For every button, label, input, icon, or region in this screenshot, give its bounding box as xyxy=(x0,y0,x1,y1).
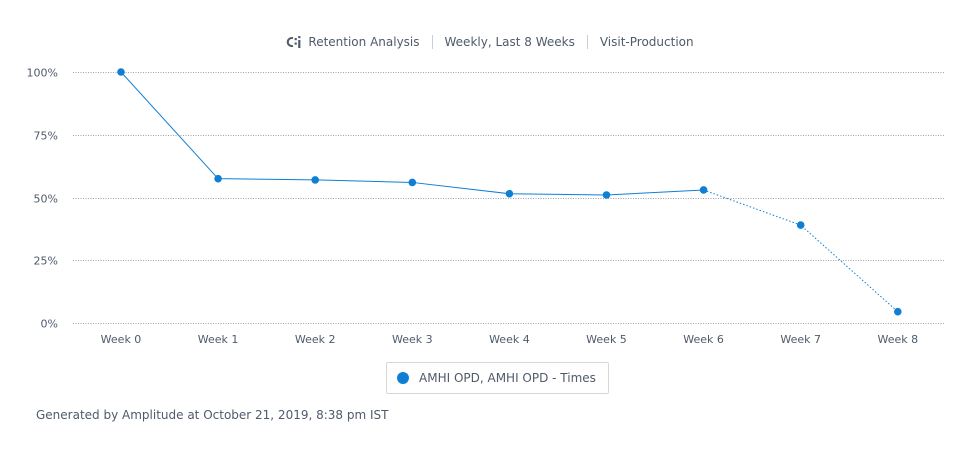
data-point-week-4 xyxy=(505,189,514,198)
x-tick-label: Week 4 xyxy=(489,333,530,346)
header-divider xyxy=(586,35,588,49)
chart-type-segment: Retention Analysis xyxy=(274,34,431,50)
header-divider xyxy=(431,35,433,49)
x-tick-label: Week 7 xyxy=(780,333,821,346)
data-point-week-1 xyxy=(214,174,222,183)
legend-swatch xyxy=(397,372,409,384)
y-tick-label: 100% xyxy=(27,67,58,80)
generated-footer: Generated by Amplitude at October 21, 20… xyxy=(36,408,389,422)
x-tick-label: Week 0 xyxy=(101,333,142,346)
y-tick-label: 50% xyxy=(34,193,58,206)
x-tick-label: Week 1 xyxy=(198,333,239,346)
data-point-week-7 xyxy=(796,221,805,229)
project-label: Visit-Production xyxy=(599,35,694,49)
data-point-week-8 xyxy=(894,307,902,316)
x-tick-label: Week 3 xyxy=(392,333,433,346)
y-tick-label: 25% xyxy=(34,255,58,268)
data-point-week-3 xyxy=(408,178,417,187)
data-point-week-5 xyxy=(602,191,611,199)
data-point-week-2 xyxy=(311,176,320,184)
chart-header: Retention Analysis Weekly, Last 8 Weeks … xyxy=(0,34,980,50)
x-tick-label: Week 6 xyxy=(683,333,724,346)
retention-icon xyxy=(287,36,301,48)
series-line-incomplete xyxy=(703,189,899,313)
series-line-complete xyxy=(120,71,704,196)
x-tick-label: Week 8 xyxy=(877,333,918,346)
project-segment: Visit-Production xyxy=(588,34,706,50)
interval-segment: Weekly, Last 8 Weeks xyxy=(433,34,587,50)
x-tick-label: Week 2 xyxy=(295,333,336,346)
y-tick-label: 0% xyxy=(41,318,58,331)
interval-label: Weekly, Last 8 Weeks xyxy=(444,35,575,49)
retention-line-chart: 0% 25% 50% 75% 100% Week 0 Week 1 Week 2 Week 3… xyxy=(27,67,945,346)
chart-legend[interactable]: AMHI OPD, AMHI OPD - Times xyxy=(386,362,609,394)
y-tick-label: 75% xyxy=(34,130,58,143)
x-tick-label: Week 5 xyxy=(586,333,627,346)
data-point-week-0 xyxy=(117,68,125,76)
legend-series-label: AMHI OPD, AMHI OPD - Times xyxy=(419,371,596,385)
data-point-week-6 xyxy=(699,186,708,194)
chart-title: Retention Analysis xyxy=(308,35,420,49)
